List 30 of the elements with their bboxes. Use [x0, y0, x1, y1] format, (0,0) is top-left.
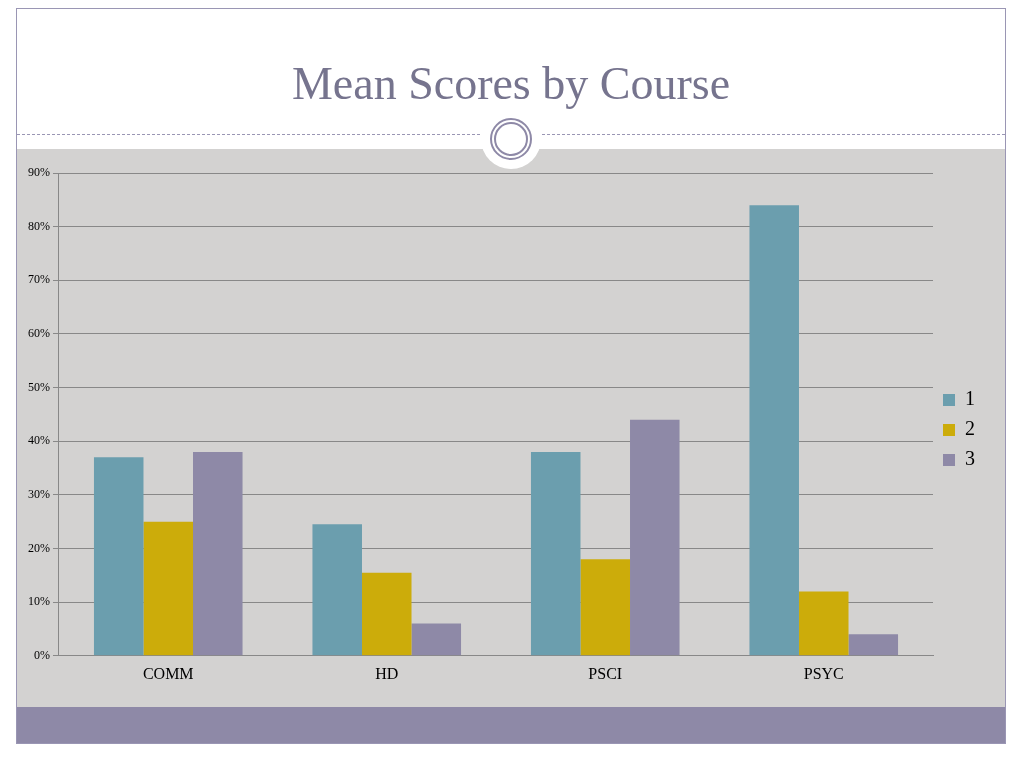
- y-tick-label: 90%: [28, 165, 50, 180]
- y-tick-label: 30%: [28, 487, 50, 502]
- legend-label: 2: [965, 417, 975, 440]
- bar: [798, 591, 849, 656]
- bar: [143, 521, 194, 656]
- x-tick-label: COMM: [142, 664, 194, 682]
- bar: [312, 524, 362, 656]
- y-tick-label: 0%: [34, 647, 50, 662]
- bar: [411, 623, 462, 656]
- y-tick-label: 50%: [28, 379, 50, 394]
- x-tick-label: PSCI: [588, 664, 623, 682]
- bar: [193, 451, 243, 656]
- y-tick-label: 60%: [28, 326, 50, 341]
- bar: [361, 572, 412, 656]
- legend-label: 3: [965, 447, 975, 470]
- bar: [93, 457, 144, 656]
- bar: [580, 559, 631, 656]
- y-tick-label: 80%: [28, 218, 50, 233]
- chart-title: Mean Scores by Course: [290, 57, 732, 110]
- y-tick-label: 20%: [28, 540, 50, 555]
- bar: [630, 419, 680, 656]
- legend-label: 1: [965, 387, 975, 410]
- x-tick-label: PSYC: [803, 664, 844, 682]
- y-tick-label: 70%: [28, 272, 50, 287]
- x-tick-label: HD: [375, 664, 399, 682]
- bar: [749, 205, 799, 656]
- y-tick-label: 10%: [28, 594, 50, 609]
- bar: [530, 451, 581, 656]
- bar: [848, 634, 899, 656]
- y-tick-label: 40%: [28, 433, 50, 448]
